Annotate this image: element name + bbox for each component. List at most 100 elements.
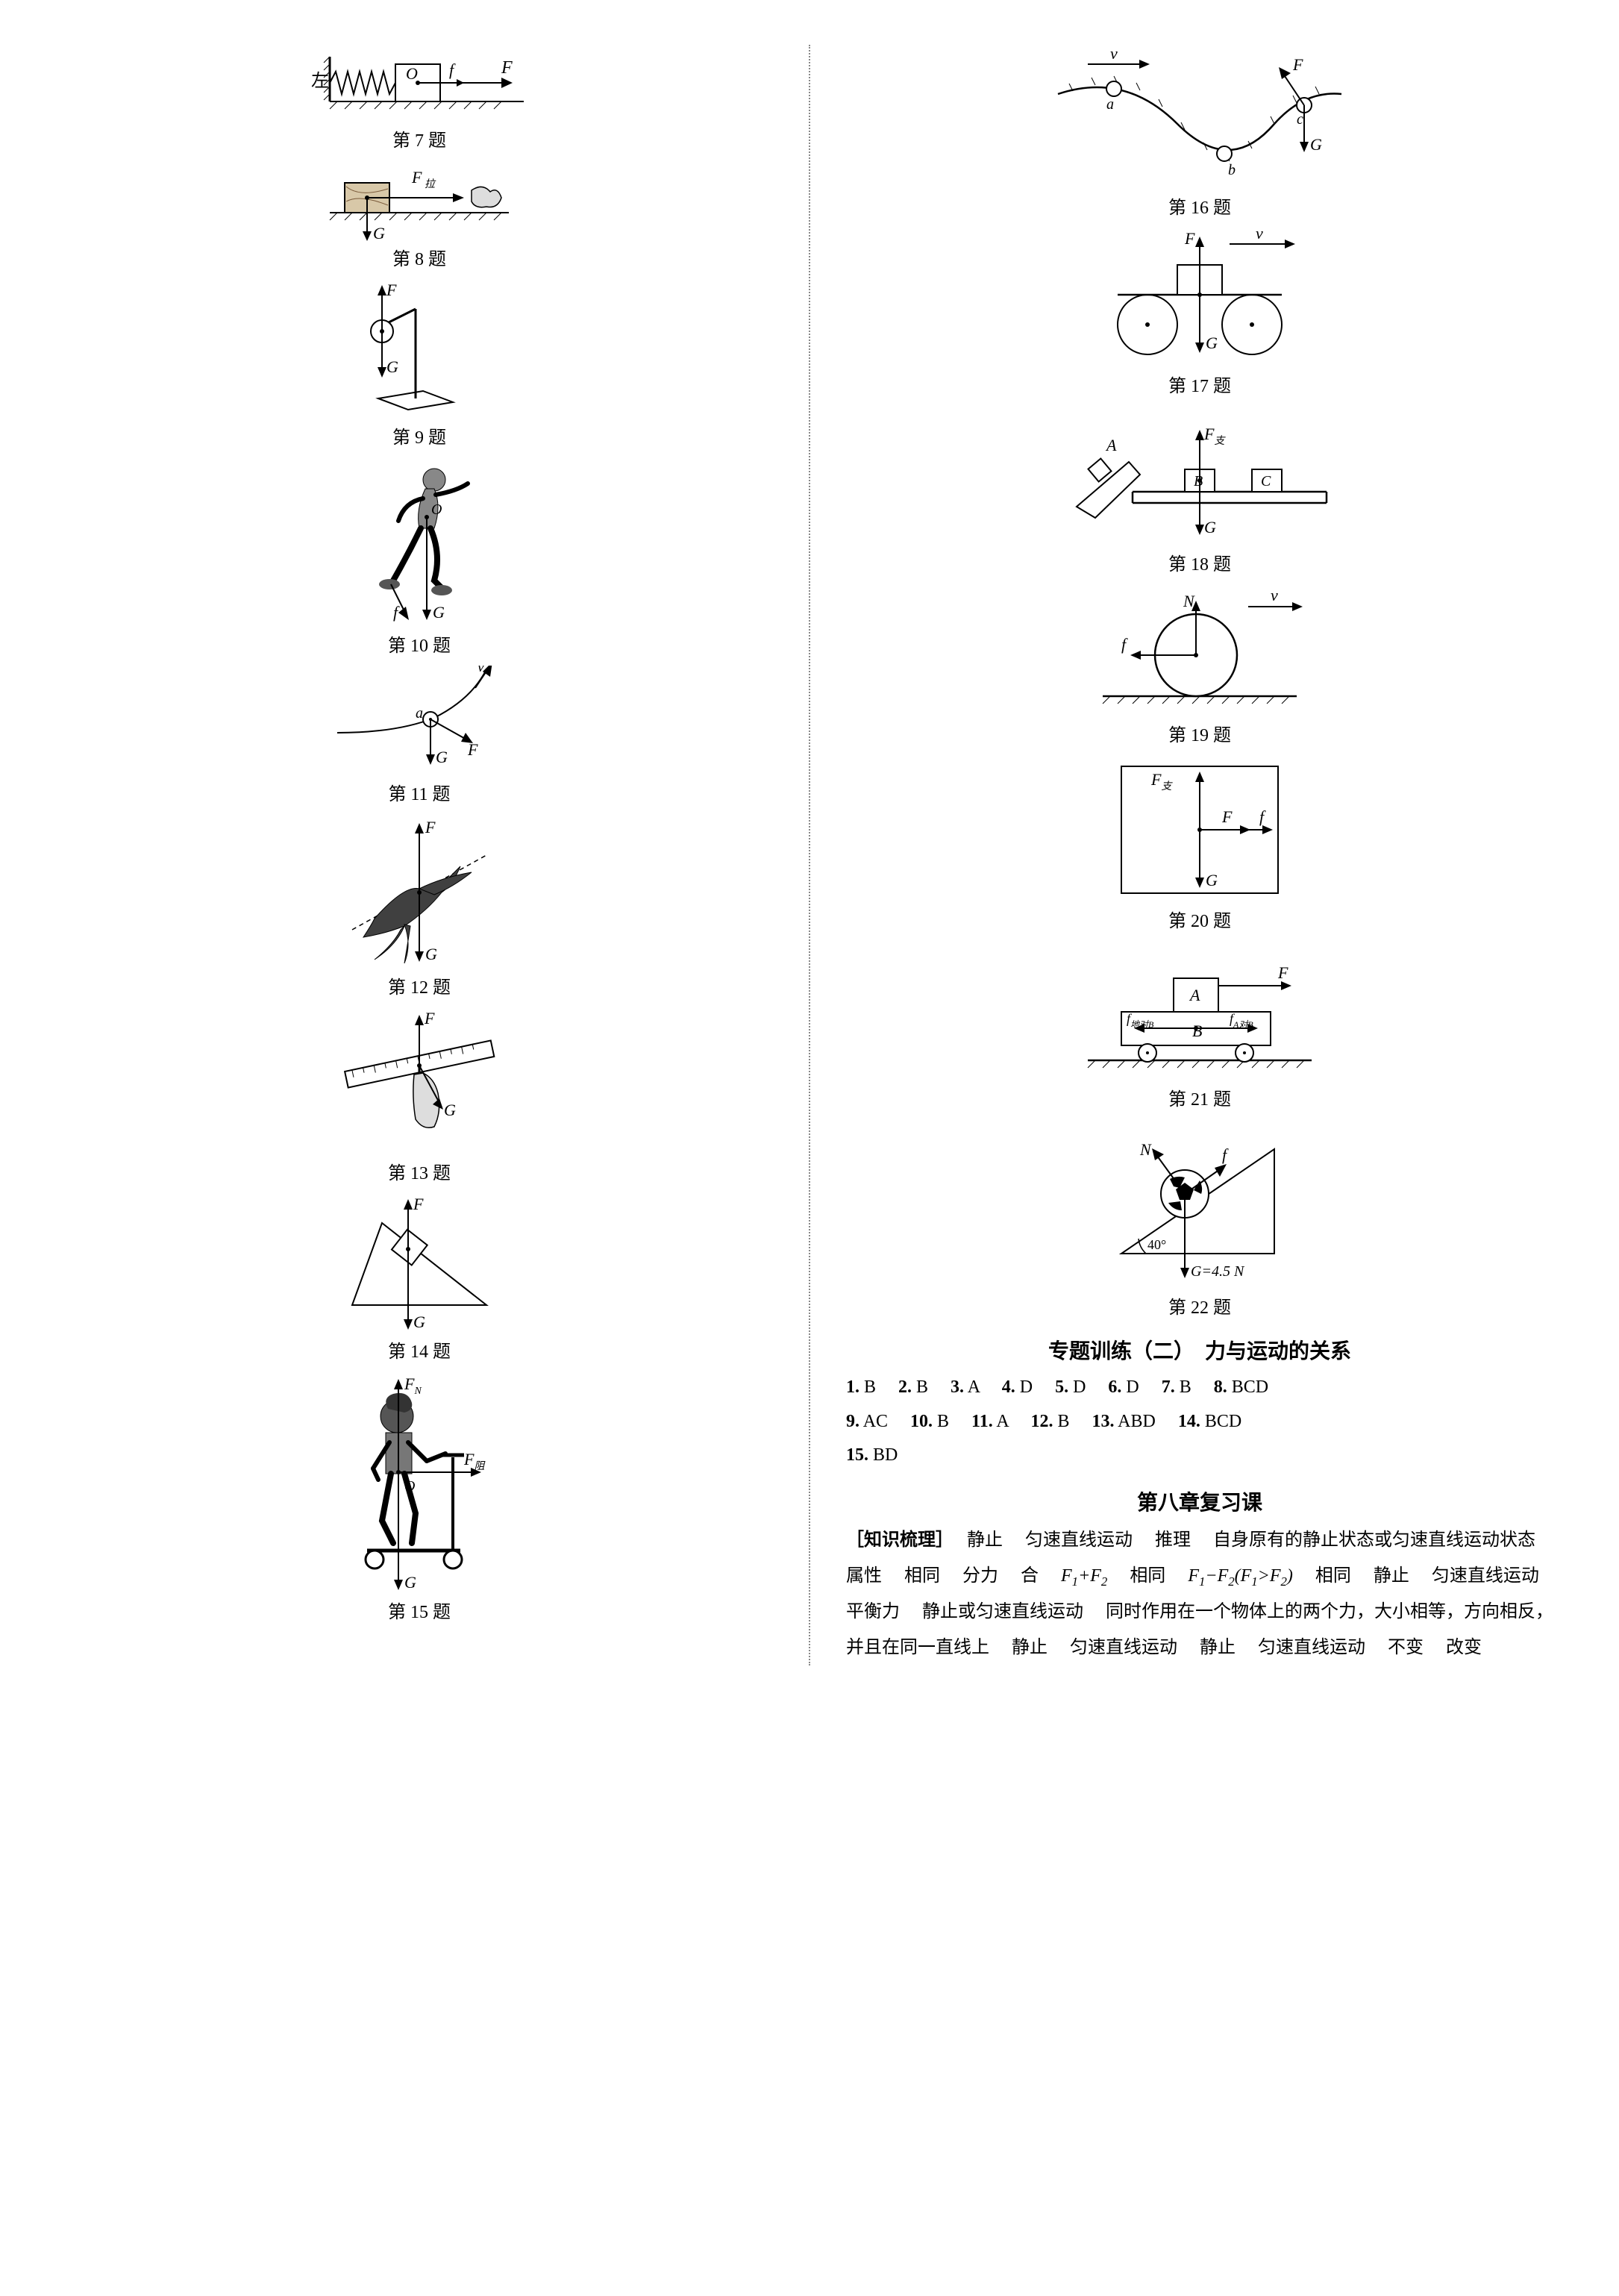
label-G12: G — [425, 945, 437, 963]
fig-q13: F G 第 13 题 — [333, 1007, 505, 1184]
label-A18: A — [1105, 436, 1117, 454]
label-F21: F — [1277, 963, 1288, 982]
caption-q12: 第 12 题 — [388, 972, 451, 998]
training-answers: 1. B 2. B 3. A 4. D 5. D 6. D 7. B 8. BC… — [840, 1371, 1559, 1473]
diagram-q16: a v b c F G — [1043, 49, 1356, 191]
diagram-q11: v a F G — [330, 666, 509, 778]
diagram-q10: O G f — [337, 457, 501, 629]
label-O10: O — [431, 501, 442, 518]
diagram-q14: F G — [337, 1193, 501, 1335]
review-label: ［知识梳理］ — [846, 1530, 945, 1550]
fig-q18: A B C F支 G 第 18 题 — [1065, 406, 1334, 575]
caption-q18: 第 18 题 — [1168, 549, 1231, 575]
label-v11: v — [477, 666, 484, 675]
caption-q10: 第 10 题 — [388, 631, 451, 657]
label-F11: F — [467, 740, 478, 759]
fig-q15: O FN F阻 G 第 15 题 — [330, 1371, 509, 1623]
label-FN15: FN — [404, 1374, 422, 1397]
diagram-q22: 40° N f G=4.5 N — [1103, 1119, 1297, 1291]
label-Fsup18: F支 — [1203, 425, 1226, 447]
label-A21: A — [1189, 986, 1200, 1004]
label-a11: a — [416, 705, 423, 722]
caption-q11: 第 11 题 — [388, 779, 450, 805]
label-f19: f — [1121, 635, 1128, 654]
formula-f1minusf2: F1−F2(F1>F2) — [1188, 1566, 1293, 1586]
diagram-q15: O FN F阻 G — [330, 1371, 509, 1595]
fig-q21: B A F f地对B fA对B 第 21 题 — [1080, 941, 1319, 1110]
diagram-q20: F支 G F f — [1103, 755, 1297, 904]
caption-q15: 第 15 题 — [388, 1597, 451, 1623]
label-G11: G — [436, 748, 448, 766]
label-N22: N — [1139, 1140, 1152, 1159]
label-f: f — [449, 60, 456, 79]
label-N19: N — [1183, 592, 1195, 610]
page: 左 O f F 第 7 题 — [60, 45, 1559, 1665]
label-G13: G — [444, 1101, 456, 1119]
fig-q19: N f v 第 19 题 — [1088, 584, 1312, 746]
fig-q12: F G 第 12 题 — [330, 814, 509, 998]
caption-q13: 第 13 题 — [388, 1158, 451, 1184]
label-Geq22: G=4.5 N — [1191, 1263, 1245, 1280]
diagram-q12: F G — [330, 814, 509, 971]
review-title: 第八章复习课 — [840, 1486, 1559, 1516]
label-F13: F — [424, 1009, 435, 1027]
caption-q9: 第 9 题 — [392, 422, 446, 448]
label-G16: G — [1310, 135, 1322, 154]
label-Fzu15: F阻 — [463, 1450, 486, 1472]
label-b16: b — [1228, 162, 1236, 178]
left-column: 左 O f F 第 7 题 — [60, 45, 779, 1665]
label-F: F — [501, 58, 513, 78]
diagram-q18: A B C F支 G — [1065, 406, 1334, 548]
right-column: a v b c F G 第 16 题 — [840, 45, 1559, 1665]
label-C18: C — [1261, 473, 1271, 489]
fig-q7: 左 O f F 第 7 题 — [307, 49, 531, 151]
label-a16: a — [1106, 96, 1114, 113]
label-O: O — [406, 64, 418, 83]
label-v16: v — [1110, 49, 1118, 63]
diagram-q21: B A F f地对B fA对B — [1080, 941, 1319, 1083]
caption-q22: 第 22 题 — [1168, 1292, 1231, 1319]
label-F20: F — [1221, 807, 1233, 826]
diagram-q9: F G — [345, 279, 494, 421]
fig-q9: F G 第 9 题 — [345, 279, 494, 448]
review-body: ［知识梳理］ 静止 匀速直线运动 推理 自身原有的静止状态或匀速直线运动状态 属… — [840, 1522, 1559, 1665]
label-B21: B — [1192, 1022, 1202, 1040]
fig-q8: F 拉 G 第 8 题 — [322, 160, 516, 270]
label-G20: G — [1206, 871, 1218, 889]
training-title: 专题训练（二） 力与运动的关系 — [840, 1335, 1559, 1365]
label-F12: F — [425, 818, 436, 836]
caption-q14: 第 14 题 — [388, 1336, 451, 1363]
label-G17: G — [1206, 334, 1218, 352]
fig-q20: F支 G F f 第 20 题 — [1103, 755, 1297, 932]
fig-q14: F G 第 14 题 — [337, 1193, 501, 1363]
label-v17: v — [1256, 228, 1263, 243]
caption-q21: 第 21 题 — [1168, 1084, 1231, 1110]
label-G18: G — [1204, 518, 1216, 537]
label-c16: c — [1297, 111, 1303, 128]
formula-f1plusf2: F1+F2 — [1061, 1566, 1107, 1586]
diagram-q7: 左 O f F — [307, 49, 531, 124]
caption-q20: 第 20 题 — [1168, 906, 1231, 932]
label-v19: v — [1271, 586, 1278, 604]
diagram-q13: F G — [333, 1007, 505, 1157]
label-left: 左 — [311, 71, 329, 91]
fig-q17: F v G 第 17 题 — [1088, 228, 1312, 397]
diagram-q17: F v G — [1088, 228, 1312, 369]
label-G15: G — [404, 1573, 416, 1592]
label-O15: O — [404, 1478, 415, 1495]
diagram-q19: N f v — [1088, 584, 1312, 719]
fig-q16: a v b c F G 第 16 题 — [1043, 49, 1356, 219]
fig-q10: O G f 第 10 题 — [337, 457, 501, 657]
diagram-q8: F 拉 G — [322, 160, 516, 243]
label-Fpull: F 拉 — [411, 168, 436, 190]
caption-q7: 第 7 题 — [392, 125, 446, 151]
caption-q8: 第 8 题 — [392, 244, 446, 270]
label-F9: F — [386, 281, 397, 299]
column-divider — [809, 45, 810, 1665]
label-G8: G — [373, 224, 385, 243]
label-F14: F — [413, 1195, 424, 1213]
label-F17: F — [1184, 229, 1195, 248]
caption-q19: 第 19 题 — [1168, 720, 1231, 746]
caption-q16: 第 16 题 — [1168, 193, 1231, 219]
label-G14: G — [413, 1313, 425, 1331]
